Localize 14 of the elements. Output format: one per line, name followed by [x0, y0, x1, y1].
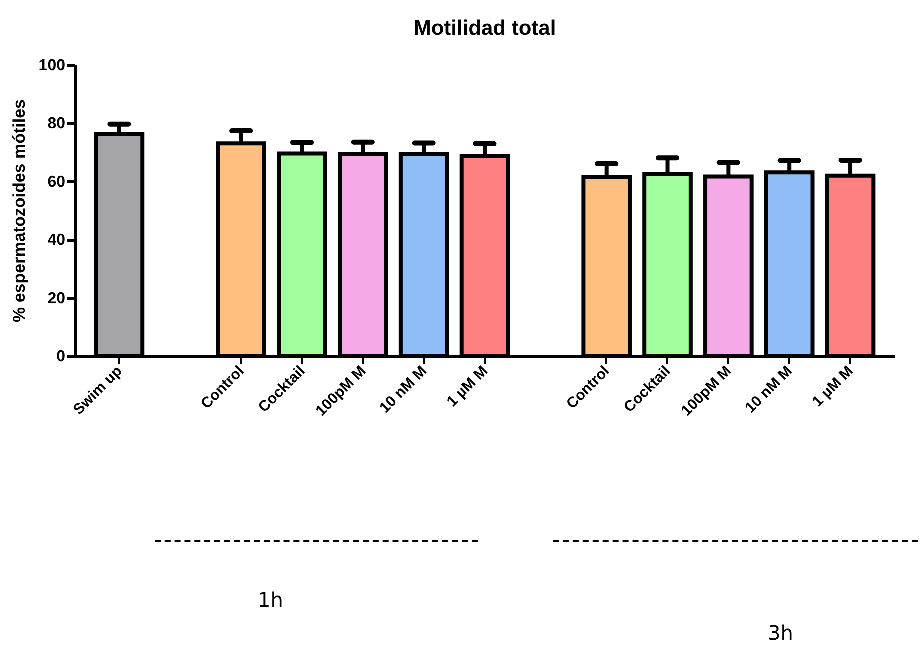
- x-tick-label: 10 nM M: [742, 362, 796, 417]
- x-tick-label: 1 µM M: [444, 362, 492, 410]
- y-tick-label: 100: [38, 58, 66, 74]
- y-tick-label: 40: [48, 232, 66, 250]
- y-tick-label: 80: [48, 116, 66, 133]
- x-tick-label: 10 nM M: [376, 362, 430, 417]
- y-axis-title: % espermatozoides mótiles: [10, 100, 29, 322]
- text: 1h: [258, 588, 284, 612]
- y-tick-label: 0: [56, 348, 66, 366]
- chart-title: Motilidad total: [414, 17, 556, 40]
- x-tick-label: 1 µM M: [809, 362, 857, 410]
- text: 3h: [768, 621, 794, 645]
- y-tick-label: 20: [48, 290, 66, 308]
- y-tick-label: 60: [48, 174, 66, 191]
